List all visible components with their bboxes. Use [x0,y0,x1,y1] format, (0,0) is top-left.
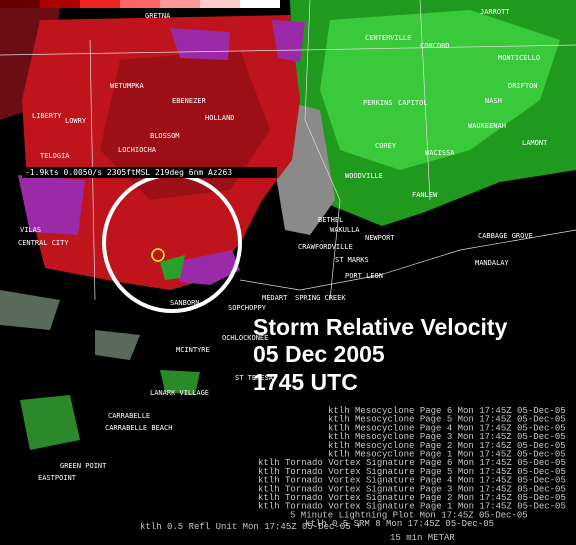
color-bar-cell [240,0,280,8]
color-bar-cell [40,0,80,8]
cursor-marker [151,248,165,262]
overlay-product: Storm Relative Velocity [253,314,508,340]
town-label: TELOGIA [40,152,70,160]
county-lines [0,0,576,301]
town-label: EASTPOINT [38,474,77,482]
product-line: ktlh Mesocyclone Page 1 Mon 17:45Z 05-De… [328,450,566,460]
town-label: SOPCHOPPY [228,304,267,312]
town-label: MONTICELLO [498,54,540,62]
town-label: CONCORD [420,42,450,50]
town-label: LOCHIOCHA [118,146,157,154]
coastline [239,229,576,291]
product-line: ktlh Tornado Vortex Signature Page 1 Mon… [258,502,566,512]
town-label: MCINTYRE [176,346,210,354]
town-label: LIBERTY [32,112,62,120]
overlay-time: 1745 UTC [253,369,358,395]
town-label: CARRABELLE [108,412,150,420]
product-line: ktlh Mesocyclone Page 6 Mon 17:45Z 05-De… [328,406,566,416]
town-label: LANARK VILLAGE [150,389,209,397]
color-bar [0,0,280,8]
town-label: ST MARKS [335,256,369,264]
echo-green-small [160,255,185,280]
cursor-readout: -1.9kts 0.0050/s 2305ftMSL 219deg 6nm Az… [25,168,232,177]
product-line: ktlh Tornado Vortex Signature Page 3 Mon… [258,484,566,494]
town-label: CABBAGE GROVE [478,232,533,240]
product-line: ktlh Tornado Vortex Signature Page 2 Mon… [258,493,566,503]
town-label: WOODVILLE [345,172,383,180]
town-label: WAKULLA [330,226,360,234]
town-label: JARROTT [480,8,510,16]
color-bar-cell [80,0,120,8]
product-line: ktlh Tornado Vortex Signature Page 5 Mon… [258,467,566,477]
color-bar-cell [0,0,40,8]
town-label: WACISSA [425,149,455,157]
town-label: ST TERESA [235,374,274,382]
town-label: PERKINS [363,99,393,107]
product-line: ktlh Tornado Vortex Signature Page 6 Mon… [258,458,566,468]
echo-gray [0,290,60,330]
echo-purple [272,20,305,62]
product-list: ktlh Mesocyclone Page 6 Mon 17:45Z 05-De… [258,406,566,529]
metar-line: 15 min METAR [390,533,455,543]
echo-purple [175,250,240,285]
product-line: ktlh Mesocyclone Page 5 Mon 17:45Z 05-De… [328,415,566,425]
product-line: ktlh Mesocyclone Page 4 Mon 17:45Z 05-De… [328,423,566,433]
town-label: NASH [485,97,502,105]
product-line: ktlh Mesocyclone Page 3 Mon 17:45Z 05-De… [328,432,566,442]
product-line: ktlh Mesocyclone Page 2 Mon 17:45Z 05-De… [328,441,566,451]
echo-green-small [160,370,200,395]
town-label: HOLLAND [205,114,235,122]
town-label: CARRABELLE BEACH [105,424,172,432]
town-label: MANDALAY [475,259,510,267]
echo-purple [18,175,85,235]
echo-green-bright [320,10,560,170]
town-label: GREEN POINT [60,462,107,470]
echo-red-dark [100,50,270,200]
town-label: CENTRAL CITY [18,239,69,247]
town-label: SANBORN [170,299,200,307]
town-label: DRIFTON [508,82,538,90]
town-label: GRETNA [145,12,171,20]
town-label: WAUKEENAH [468,122,506,130]
color-bar-cell [200,0,240,8]
town-label: CRAWFORDVILLE [298,243,353,251]
refl-line: ktlh 0.5 Refl Unit Mon 17:45Z 05-Dec-05 … [140,522,361,532]
town-labels: JARROTT CONCORD CENTERVILLE MONTICELLO DRIFT… [18,8,548,482]
town-label: BLOSSOM [150,132,180,140]
town-label: OCHLOCKONEE [222,334,268,342]
overlay-date: 05 Dec 2005 [253,341,385,367]
town-label: LAMONT [522,139,548,147]
town-label: COREY [375,142,397,150]
town-label: MEDART [262,294,288,302]
product-line: ktlh Tornado Vortex Signature Page 4 Mon… [258,476,566,486]
color-bar-cell [160,0,200,8]
town-label: PORT LEON [345,272,383,280]
town-label: NEWPORT [365,234,395,242]
town-label: EBENEZER [172,97,207,105]
border [304,0,341,301]
town-label: FANLEW [412,191,438,199]
product-line: 5 Minute Lightning Plot Mon 17:45Z 05-De… [290,510,528,520]
readout-box [22,167,277,178]
border [419,0,431,201]
town-label: BETHEL [318,216,343,224]
town-label: VILAS [20,226,41,234]
town-label: LOWRY [65,117,87,125]
echo-green-small [20,395,80,450]
border [0,44,576,56]
echo-gray [95,330,140,360]
town-label: WETUMPKA [110,82,145,90]
product-line: ktlh 0.5 SRM 8 Mon 17:45Z 05-Dec-05 [305,519,494,529]
town-label: CAPITOL [398,99,428,107]
town-label: CENTERVILLE [365,34,411,42]
color-bar-cell [120,0,160,8]
town-label: SPRING CREEK [295,294,346,302]
